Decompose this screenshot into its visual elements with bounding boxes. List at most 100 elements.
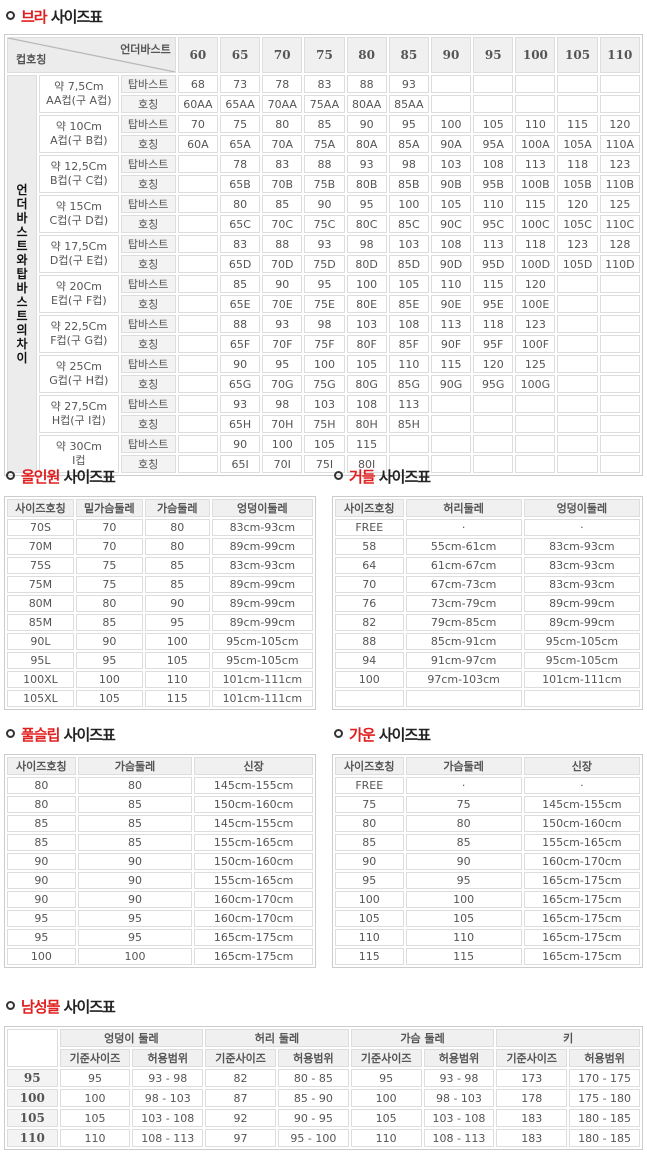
size-name-cell: 90B <box>430 175 472 193</box>
title-rest: 사이즈표 <box>50 8 103 26</box>
table-cell: 85 <box>77 834 193 851</box>
size-name-cell: 75B <box>304 175 345 193</box>
size-name-cell: 75A <box>304 135 345 153</box>
table-cell: 88 <box>335 633 404 650</box>
topbust-cell: 78 <box>262 75 303 93</box>
size-name-cell: 70C <box>262 215 303 233</box>
topbust-cell <box>388 435 429 453</box>
table-cell: 79cm-85cm <box>405 614 522 631</box>
table-cell: 89cm-99cm <box>523 614 640 631</box>
topbust-cell: 93 <box>219 395 261 413</box>
table-cell: 80 <box>335 815 404 832</box>
table-cell: 183 <box>496 1109 568 1127</box>
table-cell: 115 <box>144 690 210 707</box>
table-cell: 75 <box>335 796 404 813</box>
table-cell: 95cm-105cm <box>211 652 313 669</box>
size-name-cell: 110B <box>599 175 640 193</box>
size-name-cell <box>430 95 472 113</box>
header-row: 사이즈호칭 가슴둘레 신장 <box>335 757 640 775</box>
table-cell: 170 - 175 <box>569 1069 640 1087</box>
table-cell: 85 <box>7 834 76 851</box>
table-cell: 90 <box>144 595 210 612</box>
topbust-label: 탑바스트 <box>120 395 176 413</box>
topbust-cell: 113 <box>430 315 472 333</box>
topbust-label: 탑바스트 <box>120 275 176 293</box>
table-cell: · <box>523 519 640 536</box>
cup-cell: 약 15Cm C컵(구 D컵) <box>39 195 119 233</box>
table-cell: 165cm-175cm <box>523 948 640 965</box>
size-name-cell <box>473 415 514 433</box>
group-header: 엉덩이 둘레 <box>59 1029 204 1047</box>
table-cell: 89cm-99cm <box>211 595 313 612</box>
topbust-cell: 120 <box>557 195 598 213</box>
table-cell: 100 <box>59 1089 131 1107</box>
column-header: 가슴둘레 <box>405 757 522 775</box>
size-name-cell: 95F <box>473 335 514 353</box>
topbust-cell: 93 <box>388 75 429 93</box>
sub-header-row: 기준사이즈 허용범위 기준사이즈 허용범위 기준사이즈 허용범위 기준사이즈 허용범위 <box>7 1049 640 1067</box>
table-cell: 95 <box>335 872 404 889</box>
topbust-label: 탑바스트 <box>120 115 176 133</box>
size-name-cell: 65D <box>219 255 261 273</box>
topbust-cell <box>515 435 556 453</box>
size-name-cell <box>599 295 640 313</box>
table-cell: 85 <box>77 815 193 832</box>
table-cell: 70 <box>335 576 404 593</box>
topbust-cell: 120 <box>515 275 556 293</box>
topbust-cell <box>177 395 218 413</box>
table-cell: 61cm-67cm <box>405 557 522 574</box>
size-name-cell: 70I <box>262 455 303 473</box>
size-name-cell: 90D <box>430 255 472 273</box>
table-cell: 83cm-93cm <box>523 538 640 555</box>
topbust-cell <box>430 435 472 453</box>
topbust-cell: 105 <box>304 435 345 453</box>
topbust-cell: 80 <box>219 195 261 213</box>
topbust-cell: 100 <box>262 435 303 453</box>
table-row: 호칭 65F 70F 75F 80F 85F 90F 95F 100F <box>7 335 640 353</box>
column-header: 가슴둘레 <box>77 757 193 775</box>
topbust-cell: 110 <box>388 355 429 373</box>
name-label: 호칭 <box>120 95 176 113</box>
table-cell: 165cm-175cm <box>194 948 313 965</box>
sub-header: 기준사이즈 <box>59 1049 131 1067</box>
table-cell: 100 <box>144 633 210 650</box>
size-name-cell: 95B <box>473 175 514 193</box>
table-row: 95 95 93 - 98 82 80 - 85 95 93 - 98 173 170 - 17… <box>7 1069 640 1087</box>
size-name-cell <box>473 95 514 113</box>
table-row: 88 85cm-91cm 95cm-105cm <box>335 633 640 650</box>
table-row: 80M 80 90 89cm-99cm <box>7 595 313 612</box>
cup-cell: 약 22,5Cm F컵(구 G컵) <box>39 315 119 353</box>
table-row: 95 95 160cm-170cm <box>7 910 313 927</box>
name-label: 호칭 <box>120 255 176 273</box>
size-name-cell: 80C <box>346 215 387 233</box>
topbust-label: 탑바스트 <box>120 75 176 93</box>
table-cell: 155cm-165cm <box>523 834 640 851</box>
size-name-cell <box>557 375 598 393</box>
table-cell: 100 <box>350 1089 422 1107</box>
size-name-cell: 90E <box>430 295 472 313</box>
column-header: 허리둘레 <box>405 499 522 517</box>
table-row: 105 105 165cm-175cm <box>335 910 640 927</box>
row-size-header: 110 <box>7 1129 58 1147</box>
topbust-cell <box>177 235 218 253</box>
table-cell: 83cm-93cm <box>211 519 313 536</box>
table-cell: 85M <box>7 614 74 631</box>
topbust-cell: 83 <box>304 75 345 93</box>
size-name-cell: 60AA <box>177 95 218 113</box>
table-row: 95 95 165cm-175cm <box>335 872 640 889</box>
table-row: FREE · · <box>335 519 640 536</box>
sub-header: 허용범위 <box>423 1049 495 1067</box>
table-cell: 160cm-170cm <box>523 853 640 870</box>
cup-name: B컵(구 C컵) <box>50 174 108 187</box>
table-row: 약 15Cm C컵(구 D컵) 탑바스트 80 85 90 95 100 105 110 115 12… <box>7 195 640 233</box>
cup-cell: 약 17,5Cm D컵(구 E컵) <box>39 235 119 273</box>
topbust-cell: 103 <box>430 155 472 173</box>
table-cell: 89cm-99cm <box>211 576 313 593</box>
size-name-cell: 85A <box>388 135 429 153</box>
fullslip-title: 풀슬립 사이즈표 <box>6 724 116 745</box>
topbust-cell: 103 <box>304 395 345 413</box>
table-row: 75M 75 85 89cm-99cm <box>7 576 313 593</box>
table-cell: 150cm-160cm <box>194 796 313 813</box>
topbust-cell: 108 <box>346 395 387 413</box>
table-cell: 55cm-61cm <box>405 538 522 555</box>
